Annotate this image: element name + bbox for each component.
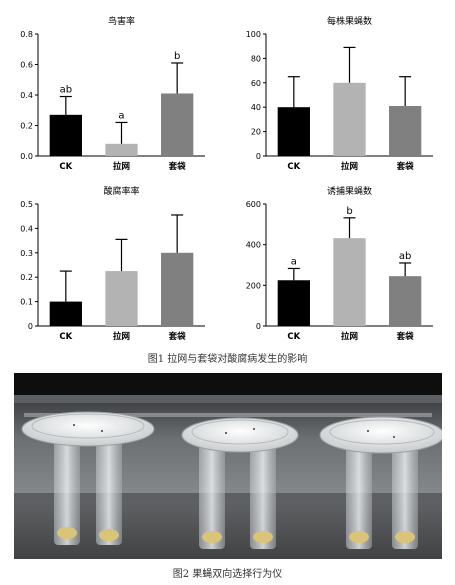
significance-letter: b [174,51,180,62]
bar-套袋 [161,252,194,326]
x-tick-label: CK [59,332,72,342]
figure2-caption: 图2 果蝇双向选择行为仪 [172,569,283,580]
y-tick-label: 0.0 [20,152,33,161]
bar-套袋 [389,105,422,156]
y-tick-label: 600 [246,200,261,209]
chart-title: 每株果蝇数 [327,15,372,27]
x-tick-label: CK [287,162,300,172]
y-tick-label: 0.5 [20,200,33,209]
chart-title: 诱捕果蝇数 [327,185,372,197]
chart-title: 鸟害率 [108,15,135,27]
bar-拉网 [105,271,138,326]
x-tick-label: 套袋 [169,161,187,172]
bar-拉网 [333,238,366,326]
bar-套袋 [389,276,422,326]
chart-svg: 鸟害率 0.0 0.2 0.4 0.6 0.8 ab CK a 拉网 b 套袋 [20,15,205,172]
apparatus-illustration [14,373,442,559]
bar-CK [277,107,310,156]
y-tick-label: 400 [246,241,261,250]
y-tick-label: 0 [28,322,33,331]
chart-title: 酸腐率率 [103,185,139,197]
x-tick-label: 套袋 [169,331,187,342]
bar-拉网 [333,82,366,156]
y-tick-label: 60 [251,79,261,88]
y-tick-label: 0.3 [20,249,33,258]
x-tick-label: 套袋 [397,331,415,342]
chart-svg: 诱捕果蝇数 0 200 400 600 a CK b 拉网 ab 套袋 [246,185,433,342]
x-tick-label: CK [59,162,72,172]
y-tick-label: 0.4 [20,224,33,233]
fruit-fly-choice-apparatus-photo [14,373,442,559]
chart-svg: 每株果蝇数 0 20 40 60 80 100 CK 拉网 套袋 [246,15,433,172]
y-tick-label: 200 [246,281,261,290]
y-tick-label: 80 [251,54,261,63]
significance-letter: a [291,256,297,267]
chart-flies-per-plant: 每株果蝇数 0 20 40 60 80 100 CK 拉网 套袋 [228,10,453,180]
bar-CK [49,301,82,326]
y-tick-label: 0.8 [20,30,33,39]
bar-CK [277,280,310,326]
x-tick-label: CK [287,332,300,342]
significance-letter: ab [399,251,411,262]
y-tick-label: 0.2 [20,273,33,282]
tube-group-right [346,441,418,549]
y-tick-label: 0.4 [20,91,33,100]
significance-letter: a [118,110,124,121]
chart-svg: 酸腐率率 0 0.1 0.2 0.3 0.4 0.5 CK 拉网 套袋 [20,185,205,342]
y-tick-label: 0.2 [20,122,33,131]
bar-套袋 [161,93,194,156]
x-tick-label: 拉网 [341,161,358,172]
x-tick-label: 套袋 [397,161,415,172]
y-tick-label: 20 [251,128,261,137]
x-tick-label: 拉网 [113,331,130,342]
y-tick-label: 40 [251,103,261,112]
y-tick-label: 0 [256,322,261,331]
x-tick-label: 拉网 [113,161,130,172]
y-tick-label: 0.1 [20,298,33,307]
x-tick-label: 拉网 [341,331,358,342]
y-tick-label: 0 [256,152,261,161]
chart-trapped-flies: 诱捕果蝇数 0 200 400 600 a CK b 拉网 ab 套袋 [228,180,453,345]
tube-group-left [54,435,122,545]
y-tick-label: 0.6 [20,61,33,70]
bar-拉网 [105,143,138,156]
chart-bird-damage: 鸟害率 0.0 0.2 0.4 0.6 0.8 ab CK a 拉网 b 套袋 [0,10,225,180]
chart-sour-rot-rate: 酸腐率率 0 0.1 0.2 0.3 0.4 0.5 CK 拉网 套袋 [0,180,225,345]
y-tick-label: 100 [246,30,261,39]
bar-CK [49,114,82,156]
tube-group-middle [199,441,276,549]
significance-letter: b [346,206,352,217]
figure1-caption: 图1 拉网与套袋对酸腐病发生的影响 [147,354,308,365]
significance-letter: ab [60,85,72,96]
